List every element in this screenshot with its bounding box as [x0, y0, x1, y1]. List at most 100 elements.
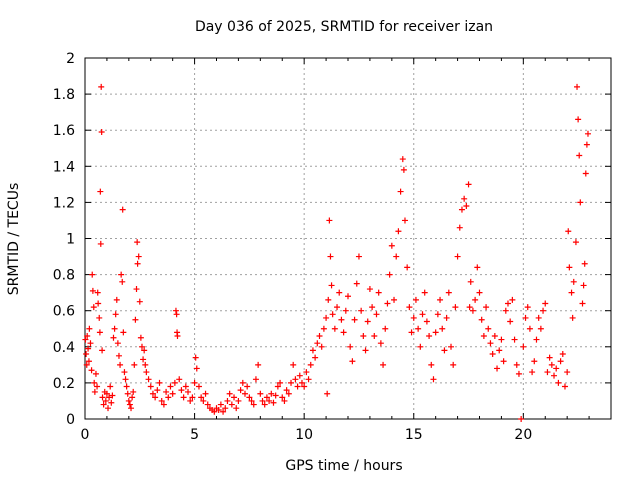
data-point — [340, 329, 347, 336]
data-point — [261, 401, 268, 408]
data-point — [266, 397, 273, 404]
data-point — [419, 311, 426, 318]
data-point — [373, 311, 380, 318]
data-point — [244, 383, 251, 390]
x-tick-label: 0 — [81, 427, 90, 443]
data-point — [412, 296, 419, 303]
data-point — [143, 369, 150, 376]
data-point — [268, 390, 275, 397]
data-point — [92, 370, 99, 377]
data-point — [565, 228, 572, 235]
data-point — [118, 271, 125, 278]
data-point — [544, 369, 551, 376]
data-point — [362, 347, 369, 354]
data-point — [324, 390, 331, 397]
data-point — [384, 300, 391, 307]
data-point — [96, 314, 103, 321]
data-point — [163, 388, 170, 395]
data-point — [434, 311, 441, 318]
data-point — [494, 365, 501, 372]
data-point — [292, 376, 299, 383]
data-point — [467, 278, 474, 285]
data-point — [347, 343, 354, 350]
data-point — [408, 329, 415, 336]
data-point — [397, 188, 404, 195]
data-point — [241, 390, 248, 397]
data-point — [569, 314, 576, 321]
data-point — [113, 296, 120, 303]
data-point — [112, 311, 119, 318]
data-point — [540, 307, 547, 314]
data-point — [270, 399, 277, 406]
data-point — [329, 311, 336, 318]
data-point — [226, 390, 233, 397]
data-point — [136, 298, 143, 305]
data-point — [364, 318, 371, 325]
data-point — [91, 379, 98, 386]
data-point — [99, 347, 106, 354]
data-point — [126, 401, 133, 408]
data-point — [231, 394, 238, 401]
y-tick-label: 1.6 — [53, 123, 75, 139]
data-point — [445, 289, 452, 296]
data-points — [82, 83, 591, 422]
data-point — [277, 379, 284, 386]
data-point — [145, 376, 152, 383]
data-point — [189, 394, 196, 401]
data-point — [327, 253, 334, 260]
data-point — [117, 361, 124, 368]
data-point — [533, 336, 540, 343]
data-point — [123, 383, 130, 390]
data-point — [463, 203, 470, 210]
data-point — [458, 206, 465, 213]
data-point — [342, 307, 349, 314]
data-point — [257, 390, 264, 397]
data-point — [290, 361, 297, 368]
data-point — [325, 296, 332, 303]
data-point — [142, 361, 149, 368]
data-point — [485, 325, 492, 332]
data-point — [98, 83, 105, 90]
data-point — [312, 354, 319, 361]
data-point — [570, 278, 577, 285]
data-point — [147, 383, 154, 390]
data-point — [224, 397, 231, 404]
data-point — [546, 354, 553, 361]
data-point — [180, 394, 187, 401]
data-point — [406, 304, 413, 311]
data-point — [279, 394, 286, 401]
data-point — [160, 401, 167, 408]
data-point — [121, 369, 128, 376]
y-tick-label: 0.8 — [53, 268, 75, 284]
data-point — [87, 340, 94, 347]
y-tick-label: 1.2 — [53, 195, 75, 211]
data-point — [167, 383, 174, 390]
data-point — [96, 329, 103, 336]
data-point — [371, 332, 378, 339]
data-point — [248, 397, 255, 404]
data-point — [581, 260, 588, 267]
data-point — [400, 166, 407, 173]
data-point — [134, 239, 141, 246]
data-point — [472, 296, 479, 303]
data-point — [95, 300, 102, 307]
data-point — [140, 356, 147, 363]
data-point — [152, 394, 159, 401]
data-point — [513, 361, 520, 368]
x-axis-label: GPS time / hours — [285, 458, 402, 474]
data-point — [119, 206, 126, 213]
data-point — [239, 379, 246, 386]
data-point — [542, 300, 549, 307]
data-point — [377, 340, 384, 347]
data-point — [131, 361, 138, 368]
data-point — [575, 116, 582, 123]
data-point — [135, 253, 142, 260]
data-point — [336, 289, 343, 296]
data-point — [316, 332, 323, 339]
data-point — [561, 383, 568, 390]
data-point — [328, 282, 335, 289]
data-point — [133, 286, 140, 293]
data-point — [469, 307, 476, 314]
data-point — [191, 379, 198, 386]
